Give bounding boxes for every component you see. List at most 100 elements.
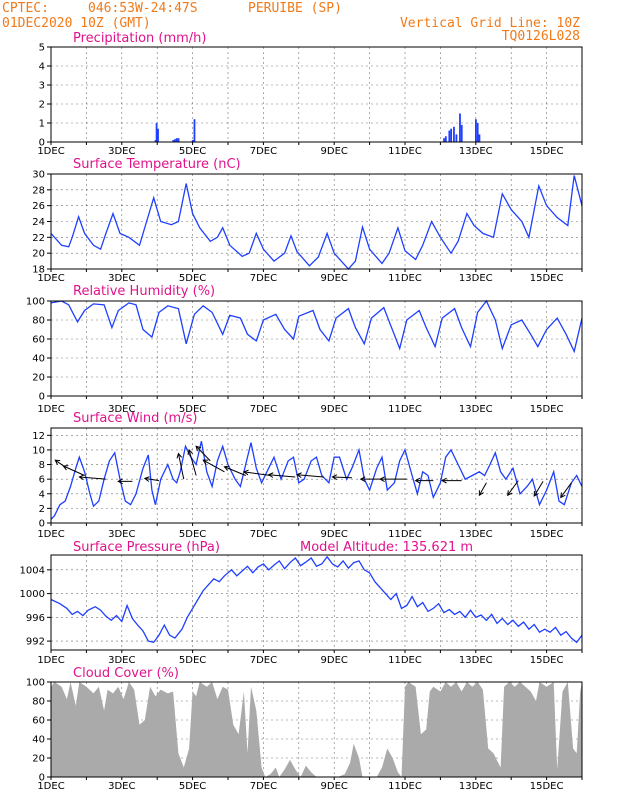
wind-arrow-7	[195, 445, 211, 462]
wind-arrowhead-8	[202, 459, 209, 465]
precip-bar-14	[455, 134, 458, 142]
wind-arrow-8	[202, 459, 225, 473]
xtick-label-precip: 1DEC	[37, 146, 64, 157]
precip-bar-15	[459, 113, 461, 142]
xtick-label-precip: 3DEC	[108, 146, 135, 157]
xtick-label-temp: 9DEC	[321, 273, 348, 284]
wind-arrowhead-16	[414, 477, 421, 484]
xtick-label-cloud: 13DEC	[459, 781, 493, 792]
xtick-label-temp: 1DEC	[37, 273, 64, 284]
wind-arrow-5	[177, 453, 185, 480]
ytick-label-cloud: 20	[32, 754, 45, 765]
frame-pressure	[50, 554, 583, 651]
frame-wind	[50, 427, 583, 524]
ytick-label-rh: 0	[39, 392, 45, 403]
header-coords: 046:53W-24:47S	[88, 1, 198, 16]
xtick-label-pressure: 3DEC	[108, 655, 135, 666]
wind-arrow-10	[243, 471, 271, 476]
xtick-label-pressure: 13DEC	[459, 655, 493, 666]
wind-arrowhead-9	[223, 465, 230, 471]
xtick-label-rh: 1DEC	[37, 404, 64, 415]
ytick-label-precip: 0	[39, 138, 45, 149]
ytick-label-temp: 18	[32, 265, 45, 276]
precip-bar-18	[476, 123, 479, 142]
precip-bar-3	[172, 140, 175, 142]
title-wind: Surface Wind (m/s)	[73, 411, 197, 426]
frame-precip	[50, 46, 583, 143]
wind-arrow-12	[296, 474, 324, 478]
xtick-label-rh: 13DEC	[459, 404, 493, 415]
precip-bar-11	[448, 130, 451, 142]
ytick-label-wind: 6	[39, 475, 45, 486]
ytick-label-wind: 12	[32, 431, 45, 442]
xtick-label-temp: 15DEC	[530, 273, 564, 284]
ytick-label-rh: 20	[32, 373, 45, 384]
rh-series-line	[50, 299, 583, 354]
xtick-label-precip: 13DEC	[459, 146, 493, 157]
ytick-label-cloud: 40	[32, 735, 45, 746]
wind-arrowhead-1	[62, 465, 69, 471]
xtick-label-pressure: 5DEC	[179, 655, 206, 666]
title-cloud: Cloud Cover (%)	[73, 666, 179, 681]
wind-arrowhead-19	[507, 490, 513, 497]
xtick-label-cloud: 3DEC	[108, 781, 135, 792]
xtick-label-wind: 1DEC	[37, 529, 64, 540]
header-location: PERUIBE (SP)	[248, 1, 342, 16]
xtick-label-temp: 5DEC	[179, 273, 206, 284]
cloud-area	[51, 682, 582, 777]
wind-arrowhead-10	[242, 469, 249, 476]
precip-bar-9	[443, 138, 445, 142]
panel-cloud: 0 20 40 60 80 100 1DEC 3DEC 5DEC 7DEC 9DEC 11DEC 13D…	[26, 666, 583, 792]
wind-arrowhead-12	[295, 472, 302, 478]
wind-arrowhead-21	[560, 492, 566, 499]
precip-bar-19	[478, 134, 481, 142]
xtick-label-precip: 15DEC	[530, 146, 564, 157]
wind-arrowhead-0	[54, 459, 61, 465]
ytick-label-rh: 60	[32, 335, 45, 346]
xtick-label-cloud: 1DEC	[37, 781, 64, 792]
ytick-label-pressure: 1000	[20, 589, 45, 600]
wind-arrowhead-5	[176, 452, 183, 459]
ytick-label-temp: 22	[32, 233, 45, 244]
wind-arrow-13	[332, 476, 352, 479]
ytick-label-precip: 4	[39, 62, 45, 73]
xtick-label-wind: 15DEC	[530, 529, 564, 540]
xtick-label-temp: 3DEC	[108, 273, 135, 284]
ytick-label-cloud: 60	[32, 716, 45, 727]
xtick-label-pressure: 15DEC	[530, 655, 564, 666]
subtitle-pressure: Model Altitude: 135.621 m	[300, 540, 473, 555]
ytick-label-pressure: 996	[26, 613, 45, 624]
precip-bar-5	[175, 138, 178, 142]
xtick-label-cloud: 5DEC	[179, 781, 206, 792]
ytick-label-temp: 28	[32, 185, 45, 196]
xtick-label-rh: 11DEC	[388, 404, 422, 415]
xtick-label-cloud: 9DEC	[321, 781, 348, 792]
precip-bar-10	[444, 136, 447, 142]
precip-bar-1	[155, 123, 158, 142]
xtick-label-cloud: 15DEC	[530, 781, 564, 792]
wind-arrowhead-18	[478, 490, 484, 497]
ytick-label-pressure: 1004	[20, 565, 45, 576]
precip-bar-16	[460, 124, 463, 142]
temp-series-line	[50, 175, 583, 270]
wind-arrowhead-13	[331, 474, 338, 480]
ytick-label-wind: 0	[39, 519, 45, 530]
xtick-label-wind: 9DEC	[321, 529, 348, 540]
wind-arrowhead-2	[78, 474, 85, 481]
ytick-label-temp: 20	[32, 249, 45, 260]
ytick-label-precip: 1	[39, 119, 45, 130]
wind-arrow-9	[224, 466, 246, 476]
wind-arrowhead-20	[533, 490, 539, 497]
wind-arrow-18	[478, 482, 487, 496]
xtick-label-rh: 7DEC	[250, 404, 277, 415]
precip-bar-12	[450, 128, 453, 142]
precip-bar-17	[475, 119, 477, 142]
wind-arrowhead-17	[441, 477, 447, 484]
panel-rh: 0 20 40 60 80 100 1DEC 3DEC 5DEC 7DEC 9DEC 11DEC 13D…	[26, 284, 583, 415]
xtick-label-rh: 15DEC	[530, 404, 564, 415]
xtick-label-temp: 13DEC	[459, 273, 493, 284]
panel-precip: 0 1 2 3 4 5 1DEC 3DEC 5DEC 7DEC 9DEC 11DEC 13DEC 15DE…	[37, 31, 583, 157]
ytick-label-temp: 26	[32, 201, 45, 212]
wind-arrow-21	[560, 482, 572, 498]
